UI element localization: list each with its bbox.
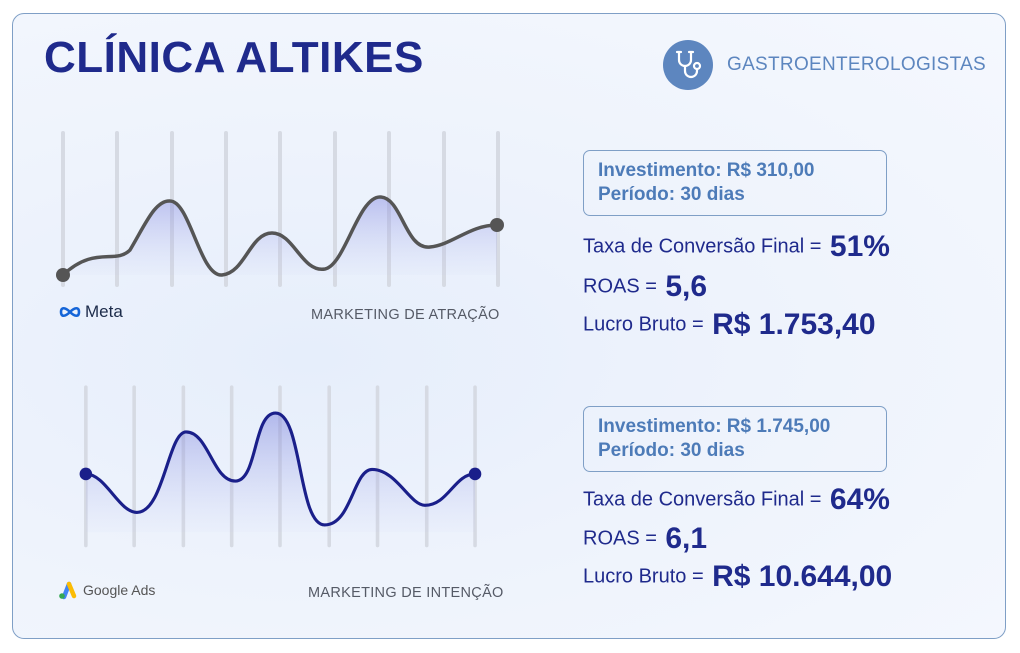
roas-metric: ROAS = 6,1 bbox=[583, 522, 707, 556]
platform-name: Google Ads bbox=[83, 582, 156, 598]
google-wave-chart bbox=[79, 385, 482, 548]
profit-label: Lucro Bruto = bbox=[583, 313, 704, 336]
google-ads-logo: Google Ads bbox=[57, 580, 155, 600]
google-ads-logo-icon bbox=[59, 581, 77, 600]
marketing-label: MARKETING DE ATRAÇÃO bbox=[311, 307, 500, 323]
roas-value: 6,1 bbox=[665, 522, 708, 555]
profit-metric: Lucro Bruto = R$ 10.644,00 bbox=[583, 560, 892, 594]
period-text: Período: 30 dias bbox=[598, 440, 745, 461]
page-title: CLÍNICA ALTIKES bbox=[44, 33, 424, 82]
investment-box: Investimento: R$ 310,00 Período: 30 dias bbox=[583, 150, 887, 216]
investment-text: Investimento: R$ 310,00 bbox=[598, 160, 815, 181]
investment-box: Investimento: R$ 1.745,00 Período: 30 di… bbox=[583, 406, 887, 472]
meta-logo-icon bbox=[59, 306, 81, 318]
conversion-label: Taxa de Conversão Final = bbox=[583, 488, 822, 511]
period-text: Período: 30 dias bbox=[598, 184, 745, 205]
investment-text: Investimento: R$ 1.745,00 bbox=[598, 416, 831, 437]
main-card bbox=[12, 13, 1006, 639]
marketing-label: MARKETING DE INTENÇÃO bbox=[308, 585, 504, 601]
meta-wave-chart bbox=[56, 131, 504, 287]
conversion-value: 64% bbox=[829, 483, 890, 516]
roas-metric: ROAS = 5,6 bbox=[583, 270, 707, 304]
stethoscope-icon bbox=[663, 40, 713, 90]
specialty-label: GASTROENTEROLOGISTAS bbox=[727, 54, 987, 75]
roas-label: ROAS = bbox=[583, 527, 657, 550]
conversion-metric: Taxa de Conversão Final = 51% bbox=[583, 230, 890, 264]
roas-label: ROAS = bbox=[583, 275, 657, 298]
meta-logo: Meta bbox=[58, 302, 123, 322]
profit-value: R$ 1.753,40 bbox=[712, 308, 876, 341]
conversion-value: 51% bbox=[829, 230, 890, 263]
profit-value: R$ 10.644,00 bbox=[712, 560, 893, 593]
roas-value: 5,6 bbox=[665, 270, 708, 303]
conversion-label: Taxa de Conversão Final = bbox=[583, 235, 822, 258]
profit-metric: Lucro Bruto = R$ 1.753,40 bbox=[583, 308, 876, 342]
specialty-badge: GASTROENTEROLOGISTAS bbox=[663, 40, 986, 90]
conversion-metric: Taxa de Conversão Final = 64% bbox=[583, 483, 890, 517]
platform-name: Meta bbox=[85, 302, 123, 321]
profit-label: Lucro Bruto = bbox=[583, 565, 704, 588]
